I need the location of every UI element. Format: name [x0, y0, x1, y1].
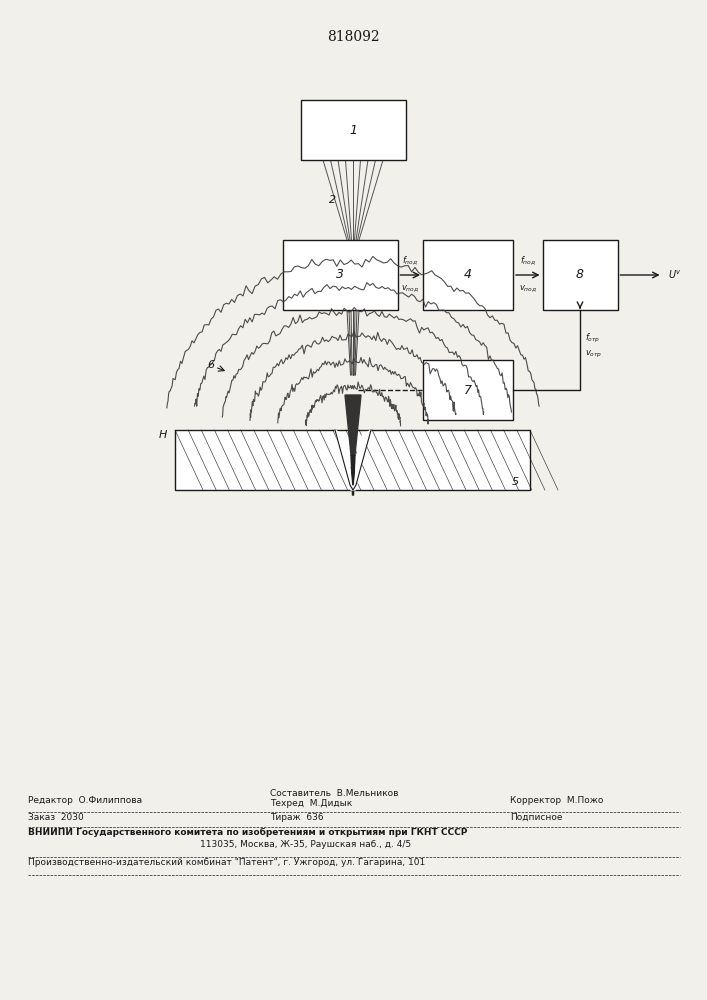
Text: Составитель  В.Мельников: Составитель В.Мельников	[270, 789, 399, 798]
Text: $f_{отр}$: $f_{отр}$	[585, 332, 600, 345]
Text: 5: 5	[512, 477, 519, 487]
Bar	[542, 240, 617, 310]
Polygon shape	[335, 430, 371, 490]
Polygon shape	[351, 455, 355, 495]
Text: 7: 7	[464, 383, 472, 396]
Text: 6: 6	[207, 360, 214, 370]
Bar	[283, 240, 397, 310]
Text: $U^{v}$: $U^{v}$	[667, 269, 682, 281]
Text: $f_{под}$: $f_{под}$	[520, 254, 536, 267]
Bar	[423, 240, 513, 310]
Text: 1: 1	[349, 123, 357, 136]
Text: Редактор  О.Филиппова: Редактор О.Филиппова	[28, 796, 142, 805]
Text: Подписное: Подписное	[510, 813, 563, 822]
Text: 818092: 818092	[327, 30, 380, 44]
Polygon shape	[345, 395, 361, 455]
Text: $v_{под}$: $v_{под}$	[401, 283, 419, 294]
Text: 113035, Москва, Ж-35, Раушская наб., д. 4/5: 113035, Москва, Ж-35, Раушская наб., д. …	[200, 840, 411, 849]
Bar	[423, 360, 513, 420]
Bar	[300, 100, 406, 160]
Bar	[175, 430, 530, 490]
Text: ВНИИПИ Государственного комитета по изобретениям и открытиям при ГКНТ СССР: ВНИИПИ Государственного комитета по изоб…	[28, 828, 467, 837]
Text: Заказ  2030: Заказ 2030	[28, 813, 83, 822]
Text: $f_{под}$: $f_{под}$	[402, 254, 419, 267]
Text: Корректор  М.Пожо: Корректор М.Пожо	[510, 796, 603, 805]
Text: Тираж  636: Тираж 636	[270, 813, 324, 822]
Text: 8: 8	[576, 268, 584, 282]
Text: 4: 4	[464, 268, 472, 282]
Text: Техред  М.Дидык: Техред М.Дидык	[270, 799, 352, 808]
Text: H: H	[158, 430, 167, 440]
Text: Производственно-издательский комбинат "Патент", г. Ужгород, ул. Гагарина, 101: Производственно-издательский комбинат "П…	[28, 858, 425, 867]
Text: $v_{отр}$: $v_{отр}$	[585, 349, 602, 360]
Text: 2: 2	[329, 195, 336, 205]
Text: 3: 3	[336, 268, 344, 282]
Text: $v_{под}$: $v_{под}$	[519, 283, 537, 294]
